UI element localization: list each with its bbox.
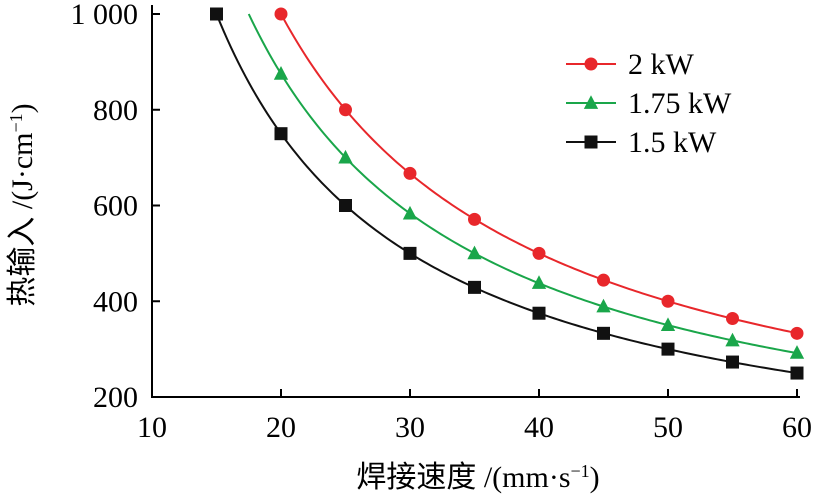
- series-line-1-5-kw: [215, 13, 798, 375]
- y-axis-title-sup: −1: [6, 113, 26, 132]
- data-point-2-kw-50: [661, 294, 675, 308]
- legend-label-1-5-kw: 1.5 kW: [628, 126, 717, 159]
- y-tick-label-600: 600: [93, 190, 138, 223]
- x-tick-label-40: 40: [524, 411, 554, 444]
- data-point-1-5-kw-50: [661, 342, 675, 356]
- data-point-1-75-kw-35: [467, 245, 482, 260]
- data-point-1-75-kw-45: [596, 298, 611, 313]
- data-point-2-kw-40: [532, 246, 546, 260]
- data-point-1-75-kw-25: [338, 149, 353, 164]
- x-tick-label-30: 30: [395, 411, 425, 444]
- series-points-2-kw: [274, 7, 804, 340]
- data-point-1-5-kw-25: [339, 199, 352, 212]
- series-points-1-75-kw: [273, 66, 805, 359]
- y-tick-label-200: 200: [93, 381, 138, 414]
- x-axis-title-main: 焊接速度 /(mm·s: [356, 461, 570, 494]
- data-point-2-kw-20: [274, 7, 288, 21]
- legend-marker-1-5-kw: [584, 135, 598, 149]
- legend-label-2-kw: 2 kW: [628, 48, 695, 81]
- data-point-1-75-kw-20: [273, 66, 289, 80]
- data-point-1-75-kw-30: [402, 205, 418, 220]
- y-axis-title: 热输入 /(J·cm−1): [6, 103, 39, 306]
- data-point-1-5-kw-45: [597, 326, 610, 340]
- data-point-1-5-kw-15: [210, 7, 223, 21]
- data-point-1-5-kw-40: [532, 306, 546, 320]
- marker-layer: [210, 7, 805, 380]
- legend-marker-1-75-kw: [583, 95, 599, 109]
- x-tick-label-60: 60: [782, 411, 812, 444]
- series-line-1-75-kw: [247, 13, 798, 355]
- x-tick-label-50: 50: [653, 411, 683, 444]
- x-axis-title: 焊接速度 /(mm·s−1): [356, 461, 599, 494]
- data-point-1-5-kw-60: [790, 366, 804, 380]
- legend-marker-2-kw: [584, 57, 598, 71]
- x-tick-label-10: 10: [137, 411, 167, 444]
- y-axis-title-close: ): [6, 103, 39, 113]
- y-axis-title-main: 热输入 /(J·cm: [6, 133, 39, 307]
- curve-layer: [215, 13, 798, 375]
- y-tick-label-1000: 1 000: [71, 0, 139, 31]
- legend-label-1-75-kw: 1.75 kW: [628, 87, 732, 120]
- series-points-1-5-kw: [210, 7, 804, 380]
- data-point-2-kw-45: [597, 273, 610, 287]
- data-point-1-5-kw-30: [403, 246, 417, 260]
- data-point-2-kw-60: [790, 326, 804, 340]
- tick-layer: 10 20 30 40 50 60 200 400 600 800 1 000: [71, 0, 813, 444]
- legend-item-2-kw: 2 kW: [566, 48, 695, 81]
- data-point-1-75-kw-50: [660, 317, 676, 332]
- data-point-1-5-kw-35: [468, 280, 481, 294]
- data-point-1-75-kw-60: [789, 345, 805, 359]
- data-point-2-kw-25: [339, 103, 352, 117]
- data-point-1-5-kw-20: [274, 127, 288, 141]
- data-point-1-75-kw-40: [531, 275, 547, 289]
- legend-item-1-75-kw: 1.75 kW: [566, 87, 732, 120]
- data-point-2-kw-55: [726, 311, 739, 325]
- legend: 2 kW 1.75 kW 1.5 kW: [566, 48, 732, 159]
- y-tick-label-800: 800: [93, 94, 138, 127]
- x-axis-title-sup: −1: [571, 461, 590, 481]
- data-point-1-75-kw-55: [725, 332, 740, 347]
- legend-item-1-5-kw: 1.5 kW: [566, 126, 717, 159]
- data-point-2-kw-35: [468, 212, 481, 226]
- y-tick-label-400: 400: [93, 285, 138, 318]
- data-point-1-5-kw-55: [726, 355, 739, 369]
- x-tick-label-20: 20: [266, 411, 296, 444]
- data-point-2-kw-30: [403, 166, 417, 180]
- axes: [151, 5, 800, 398]
- x-axis-title-close: ): [590, 461, 600, 494]
